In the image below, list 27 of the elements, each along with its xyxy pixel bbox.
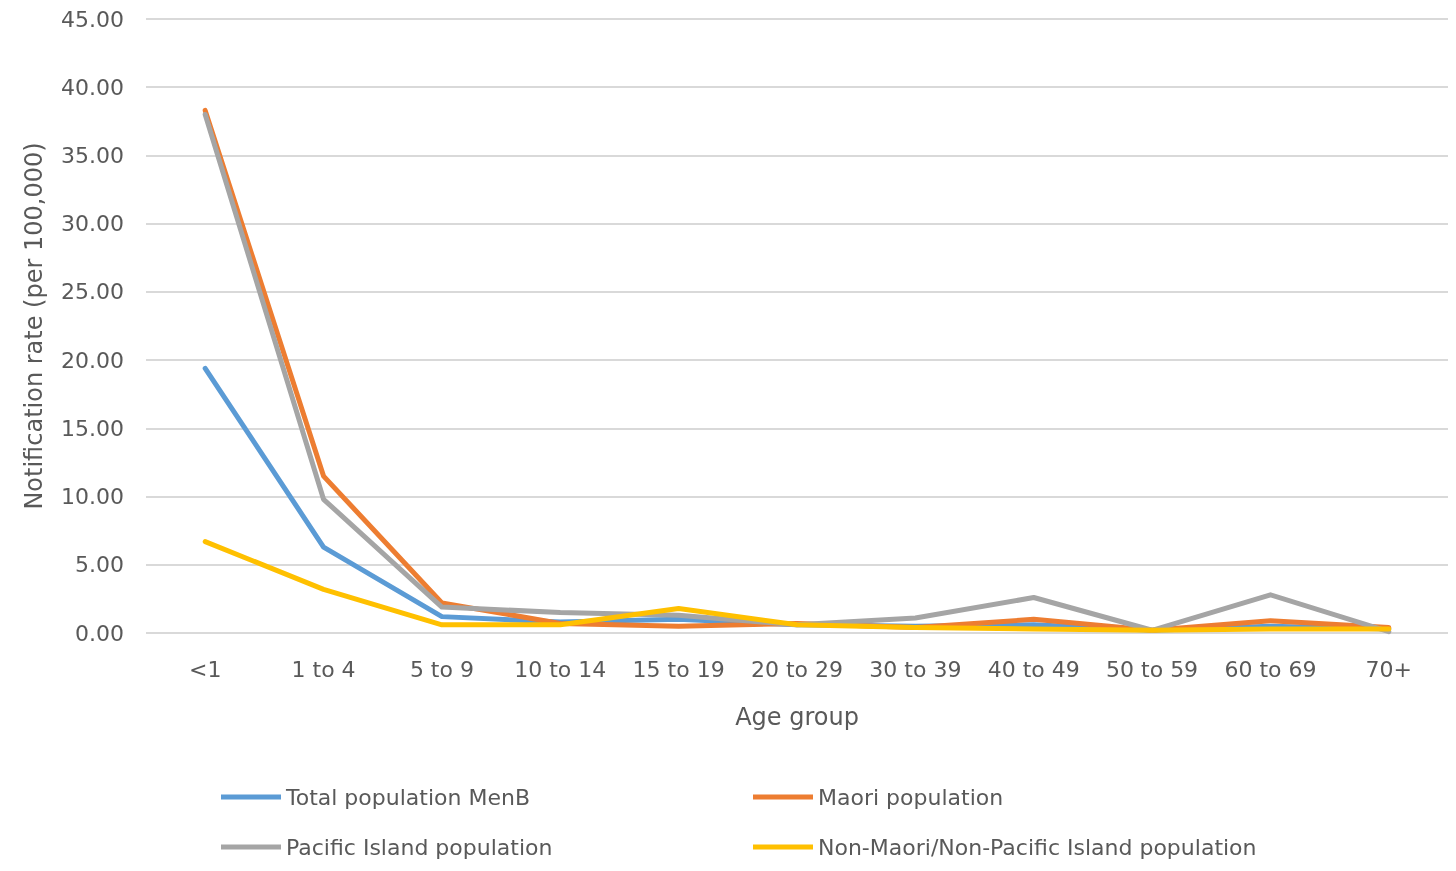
y-tick-label: 40.00 [61,74,124,100]
x-tick-label: 15 to 19 [632,656,725,682]
legend-label: Pacific Island population [286,834,553,860]
y-tick-label: 25.00 [61,279,124,305]
x-tick-label: 5 to 9 [409,656,474,682]
y-tick-label: 35.00 [61,142,124,168]
x-tick-label: 10 to 14 [514,656,607,682]
y-tick-label: 0.00 [75,620,124,646]
y-tick-label: 20.00 [61,347,124,373]
y-tick-label: 15.00 [61,415,124,441]
y-tick-label: 5.00 [75,552,124,578]
legend-label: Non-Maori/Non-Pacific Island population [818,834,1257,860]
legend-label: Total population MenB [285,784,530,810]
x-tick-label: 1 to 4 [291,656,356,682]
y-axis-title: Notification rate (per 100,000) [20,142,48,510]
x-tick-label: 60 to 69 [1224,656,1317,682]
x-tick-label: 70+ [1365,656,1413,682]
y-tick-label: 45.00 [61,6,124,32]
x-tick-label: 50 to 59 [1106,656,1199,682]
x-tick-label: 20 to 29 [750,656,844,682]
x-tick-label: <1 [188,656,222,682]
y-tick-label: 30.00 [61,211,124,237]
x-axis-title: Age group [735,703,859,731]
legend-label: Maori population [818,784,1004,810]
y-tick-label: 10.00 [61,484,124,510]
x-tick-label: 40 to 49 [987,656,1080,682]
x-tick-label: 30 to 39 [869,656,962,682]
